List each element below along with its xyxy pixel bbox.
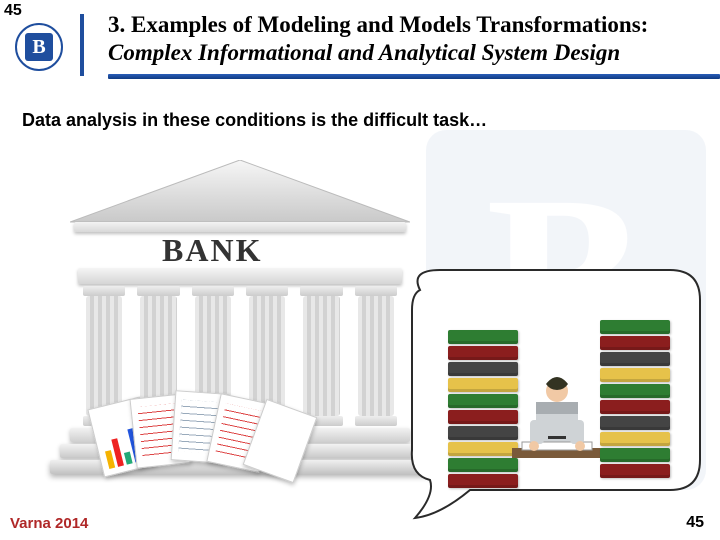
bank-lintel-top <box>74 222 406 232</box>
footer-location: Varna 2014 <box>10 515 88 532</box>
paper-stack-right-icon <box>600 320 670 490</box>
documents-fan-icon <box>95 390 305 480</box>
header: B 3. Examples of Modeling and Models Tra… <box>0 0 720 84</box>
title-underline <box>108 74 720 79</box>
bank-sign-text: BANK <box>162 232 262 269</box>
title-line-2: Complex Informational and Analytical Sys… <box>108 40 704 66</box>
bank-lintel-bottom <box>78 268 402 284</box>
header-divider <box>80 14 84 76</box>
bank-column <box>303 286 339 426</box>
page-number-bottom: 45 <box>686 514 704 532</box>
logo-letter: B <box>32 36 45 58</box>
bank-roof <box>70 160 410 230</box>
logo-icon: B <box>14 22 64 72</box>
slide: 45 B 3. Examples of Modeling and Models … <box>0 0 720 540</box>
mini-bar <box>124 452 133 465</box>
thought-bubble <box>400 260 710 520</box>
paper-stack-left-icon <box>448 330 518 490</box>
person-at-desk-icon <box>512 370 602 480</box>
bank-column <box>358 286 394 426</box>
slide-title: 3. Examples of Modeling and Models Trans… <box>108 12 704 66</box>
title-line-1: 3. Examples of Modeling and Models Trans… <box>108 12 704 38</box>
